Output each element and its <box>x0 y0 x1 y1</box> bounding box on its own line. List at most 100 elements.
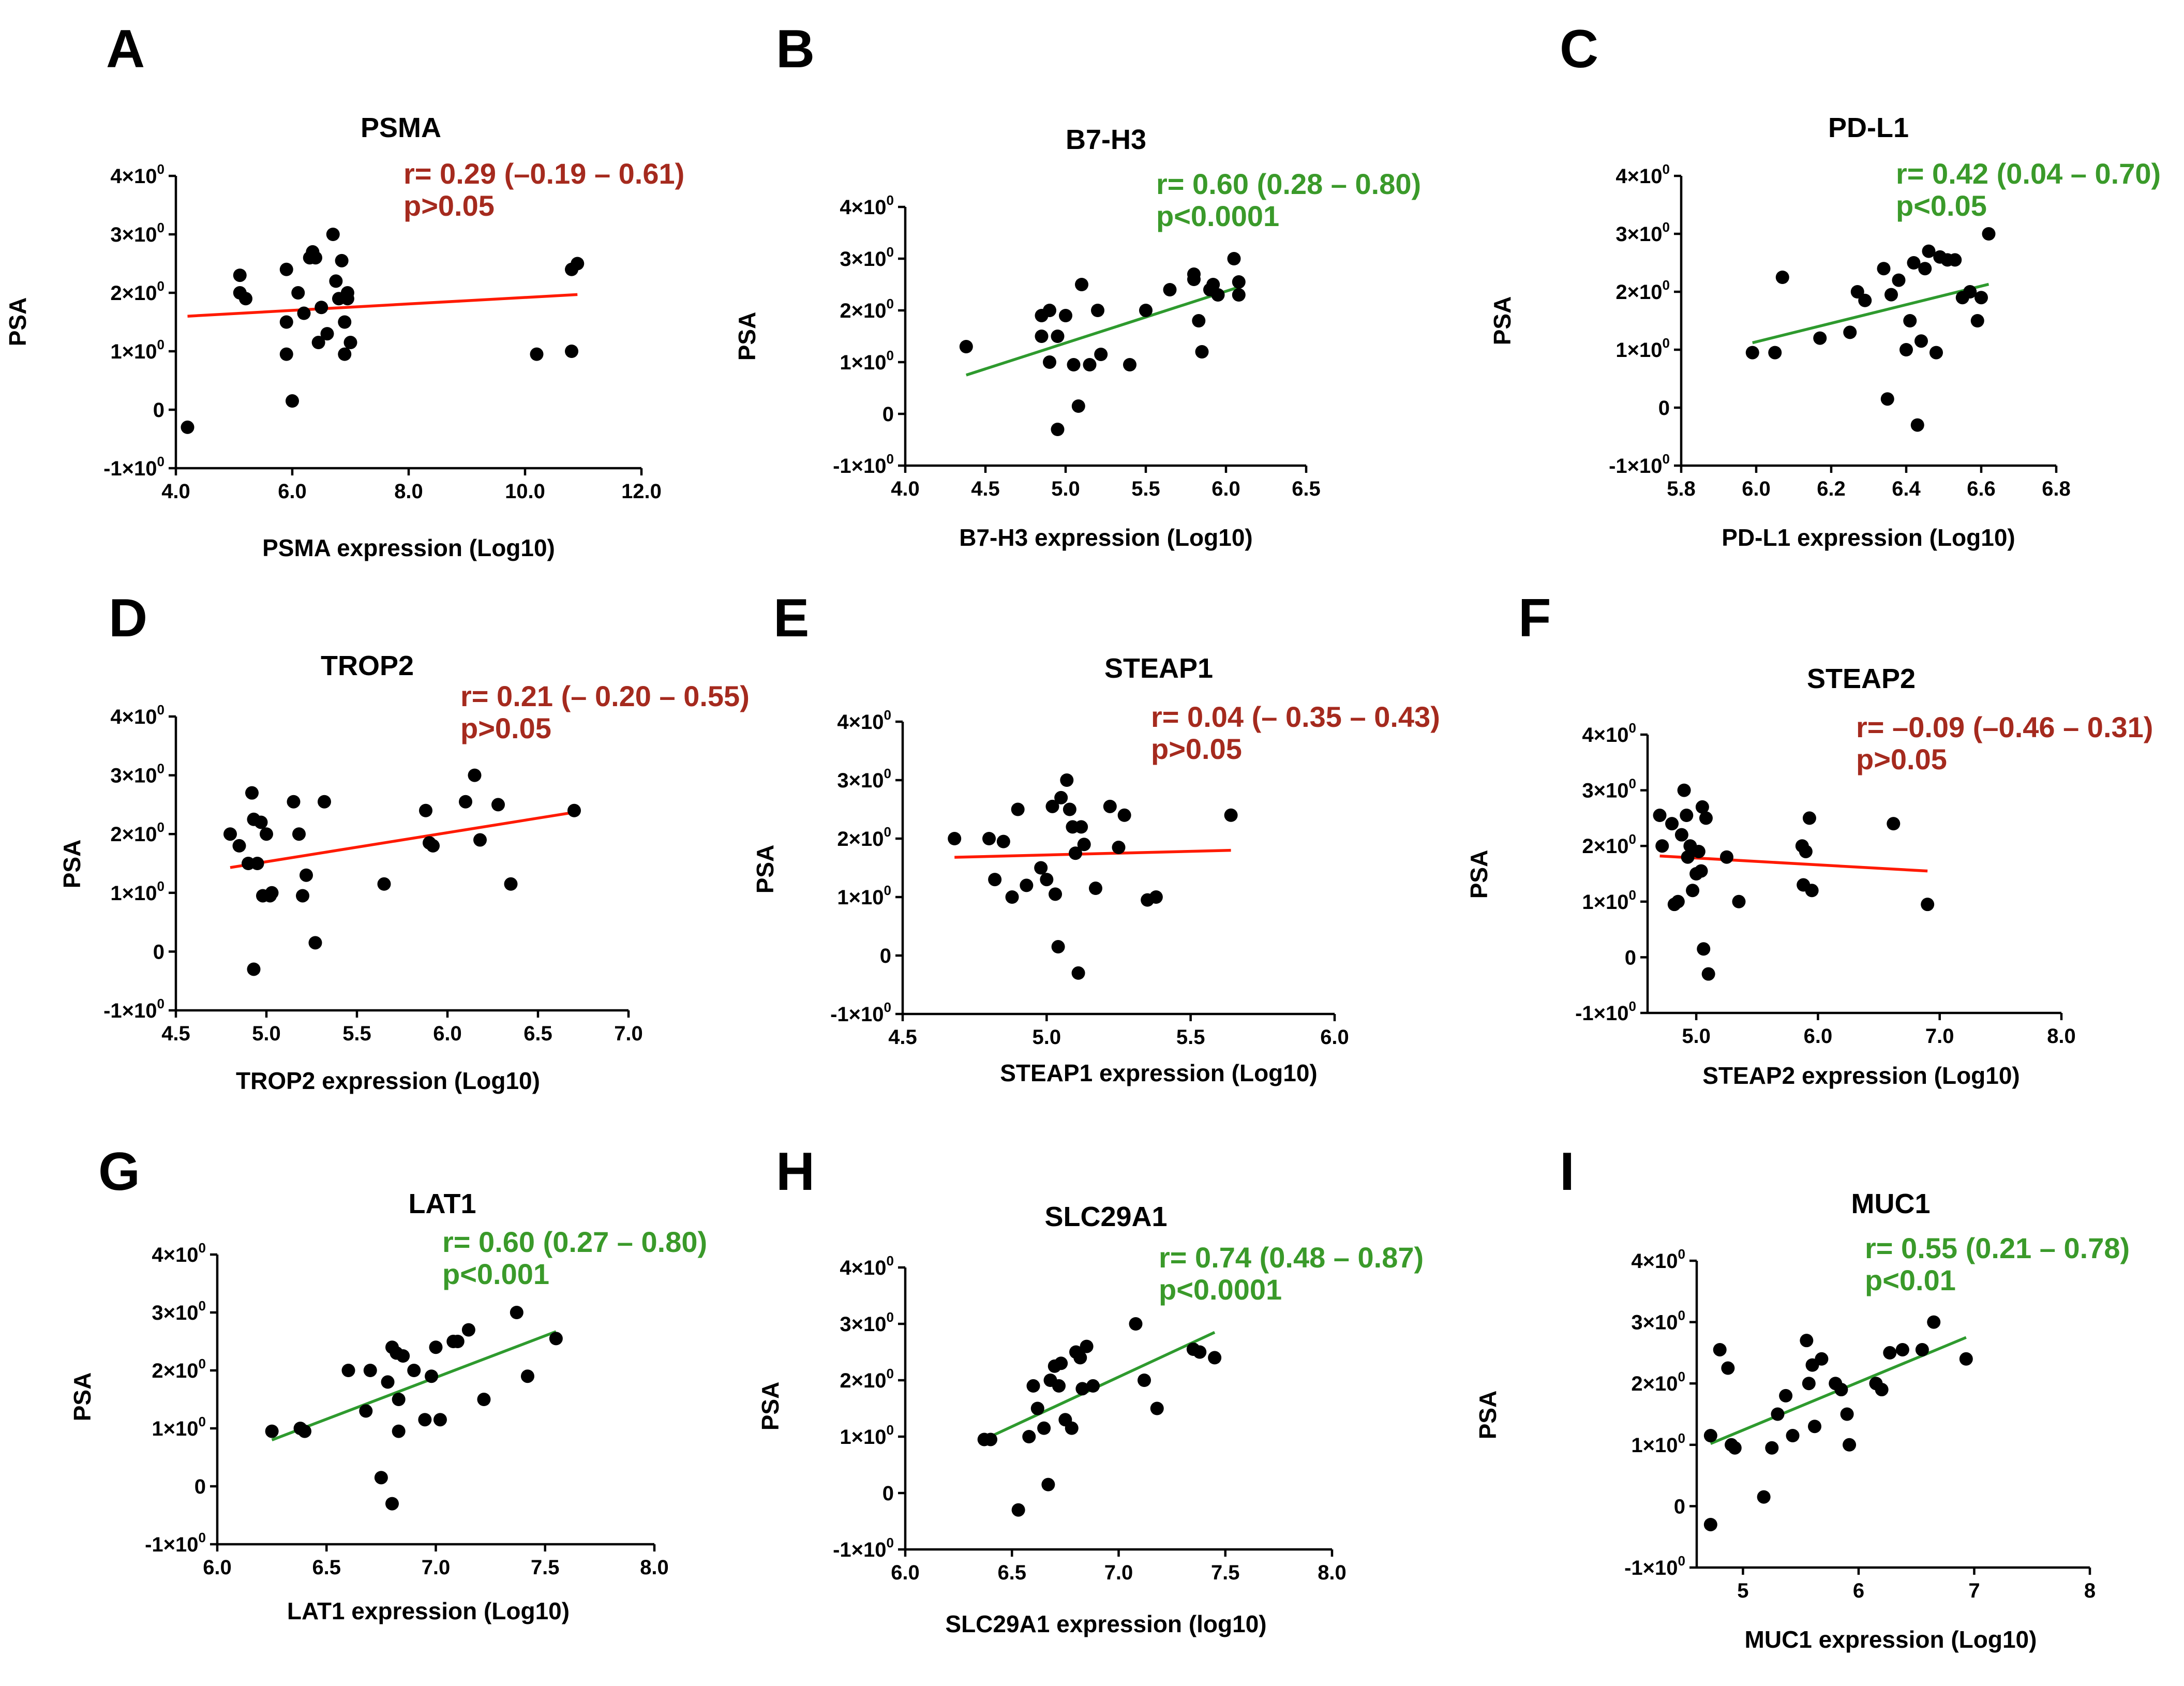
data-point <box>451 1335 465 1348</box>
data-point <box>1150 1401 1164 1415</box>
data-point <box>1895 1342 1909 1356</box>
y-tick-label: 2×100 <box>1615 277 1670 304</box>
data-point <box>1187 267 1201 281</box>
x-axis-label-a: PSMA expression (Log10) <box>262 534 555 561</box>
regression-line-f <box>1659 854 1928 873</box>
data-point <box>1680 809 1694 823</box>
data-point <box>1051 423 1065 436</box>
x-tick-label: 6.0 <box>433 1022 462 1045</box>
y-tick-label: 3×100 <box>840 244 894 271</box>
chart-title-h: SLC29A1 <box>1044 1201 1167 1232</box>
data-point <box>181 420 195 434</box>
data-point <box>279 315 293 329</box>
y-axis-label-b: PSA <box>734 312 760 361</box>
y-tick-label: 3×100 <box>110 761 164 787</box>
data-point <box>1059 309 1072 322</box>
data-point <box>407 1364 421 1377</box>
data-point <box>1883 1346 1897 1360</box>
data-point <box>425 1369 439 1383</box>
stat-r-h: r= 0.74 (0.48 – 0.87) <box>1159 1241 1424 1274</box>
stat-p-d: p>0.05 <box>460 712 551 744</box>
data-point <box>1686 884 1700 898</box>
stat-r-f: r= –0.09 (–0.46 – 0.31) <box>1856 711 2153 743</box>
data-point <box>1067 358 1081 371</box>
data-point <box>286 394 299 408</box>
x-tick-label: 4.0 <box>161 480 190 503</box>
x-tick-label: 6.5 <box>312 1556 341 1579</box>
data-point <box>1815 1352 1829 1366</box>
x-tick-label: 4.5 <box>161 1022 190 1045</box>
x-axis-label-i: MUC1 expression (Log10) <box>1745 1626 2037 1653</box>
data-point <box>1080 1339 1094 1353</box>
data-point <box>292 827 306 841</box>
data-point <box>1959 1352 1973 1366</box>
y-tick-label: 0 <box>1674 1495 1685 1518</box>
data-point <box>459 795 472 809</box>
y-tick-label: 3×100 <box>1582 776 1636 802</box>
data-point <box>296 889 309 903</box>
y-tick-label: 2×100 <box>1631 1369 1685 1395</box>
data-point <box>565 345 578 358</box>
y-tick-label: 3×100 <box>152 1298 206 1324</box>
data-point <box>329 274 343 288</box>
y-tick-label: 3×100 <box>840 1309 894 1336</box>
data-point <box>1677 783 1691 797</box>
data-point <box>287 795 301 809</box>
data-point <box>1071 966 1085 980</box>
data-point <box>1922 244 1936 258</box>
x-axis-label-h: SLC29A1 expression (log10) <box>945 1610 1266 1637</box>
data-point <box>1653 809 1667 823</box>
stat-p-a: p>0.05 <box>403 189 495 222</box>
y-tick-label: 4×100 <box>840 192 894 219</box>
stat-r-c: r= 0.42 (0.04 – 0.70) <box>1896 157 2161 190</box>
x-tick-label: 6.6 <box>1967 478 1996 500</box>
data-point <box>1030 1401 1044 1415</box>
x-tick-label: 6.5 <box>1292 478 1321 500</box>
data-point <box>1035 330 1049 343</box>
y-tick-label: 1×100 <box>1615 335 1670 362</box>
data-point <box>1011 802 1025 816</box>
stat-r-b: r= 0.60 (0.28 – 0.80) <box>1156 168 1421 200</box>
data-point <box>1929 346 1943 360</box>
y-tick-label: 1×100 <box>152 1414 206 1440</box>
x-tick-label: 7.0 <box>1104 1561 1133 1584</box>
y-tick-label: 4×100 <box>1615 161 1670 188</box>
data-point <box>1728 1441 1742 1455</box>
data-point <box>984 1433 997 1446</box>
x-tick-label: 6.0 <box>1804 1025 1833 1048</box>
x-tick-label: 6.8 <box>2042 478 2071 500</box>
data-point <box>1051 940 1065 954</box>
y-tick-label: 3×100 <box>1615 219 1670 246</box>
data-point <box>1694 864 1708 878</box>
x-tick-label: 7.5 <box>531 1556 560 1579</box>
data-point <box>1974 291 1988 305</box>
data-point <box>1195 345 1209 359</box>
x-tick-label: 8 <box>2084 1579 2096 1602</box>
data-point <box>335 253 349 267</box>
data-point <box>359 1404 373 1418</box>
data-point <box>320 327 334 341</box>
data-point <box>1043 304 1056 317</box>
data-point <box>1899 343 1913 356</box>
data-point <box>1040 873 1054 887</box>
data-point <box>549 1332 563 1346</box>
data-point <box>250 857 264 870</box>
y-tick-label: 3×100 <box>837 766 891 792</box>
data-point <box>338 347 352 361</box>
data-point <box>1768 346 1782 360</box>
x-tick-label: 7.0 <box>422 1556 451 1579</box>
data-point <box>1149 890 1163 904</box>
data-point <box>318 795 331 809</box>
data-point <box>223 827 237 841</box>
x-tick-label: 4.0 <box>891 478 920 500</box>
x-tick-label: 4.5 <box>888 1026 917 1049</box>
x-tick-label: 5.0 <box>1051 478 1080 500</box>
chart-title-b: B7-H3 <box>1066 124 1146 155</box>
data-point <box>1071 399 1085 413</box>
x-tick-label: 6.5 <box>997 1561 1026 1584</box>
y-tick-label: -1×100 <box>145 1530 206 1556</box>
data-point <box>1799 844 1813 858</box>
data-point <box>491 798 505 812</box>
data-point <box>468 768 482 782</box>
data-point <box>571 257 585 271</box>
